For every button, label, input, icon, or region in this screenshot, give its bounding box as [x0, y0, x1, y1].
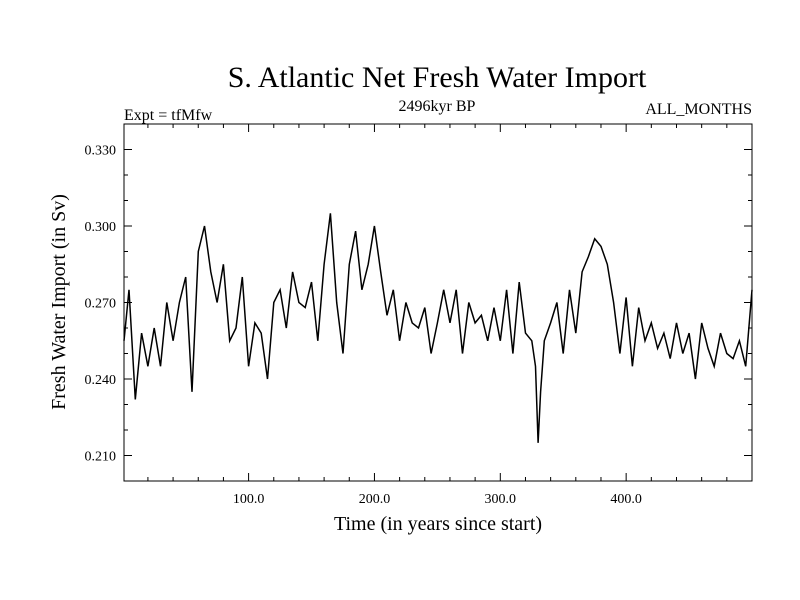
axis-ticks [124, 123, 752, 482]
series-line [123, 213, 753, 443]
y-axis-label: Fresh Water Import (in Sv) [48, 194, 70, 410]
x-tick-label: 300.0 [485, 492, 517, 507]
x-axis-label: Time (in years since start) [334, 513, 542, 535]
y-tick-label: 0.300 [85, 220, 117, 235]
y-tick-label: 0.210 [85, 450, 117, 465]
x-tick-label: 100.0 [233, 492, 265, 507]
y-tick-label: 0.330 [85, 144, 117, 159]
period-label: 2496kyr BP [399, 98, 476, 115]
x-tick-label: 400.0 [610, 492, 642, 507]
axis-tick-labels: 100.0 200.0 300.0 400.0 0.210 0.240 0.270 0.300… [85, 144, 642, 508]
x-tick-label: 200.0 [359, 492, 391, 507]
plot-frame [123, 123, 753, 482]
months-label: ALL_MONTHS [645, 101, 752, 118]
y-tick-label: 0.240 [85, 373, 117, 388]
y-tick-label: 0.270 [85, 297, 117, 312]
experiment-label: Expt = tfMfw [124, 107, 213, 124]
chart-title: S. Atlantic Net Fresh Water Import [228, 61, 647, 94]
